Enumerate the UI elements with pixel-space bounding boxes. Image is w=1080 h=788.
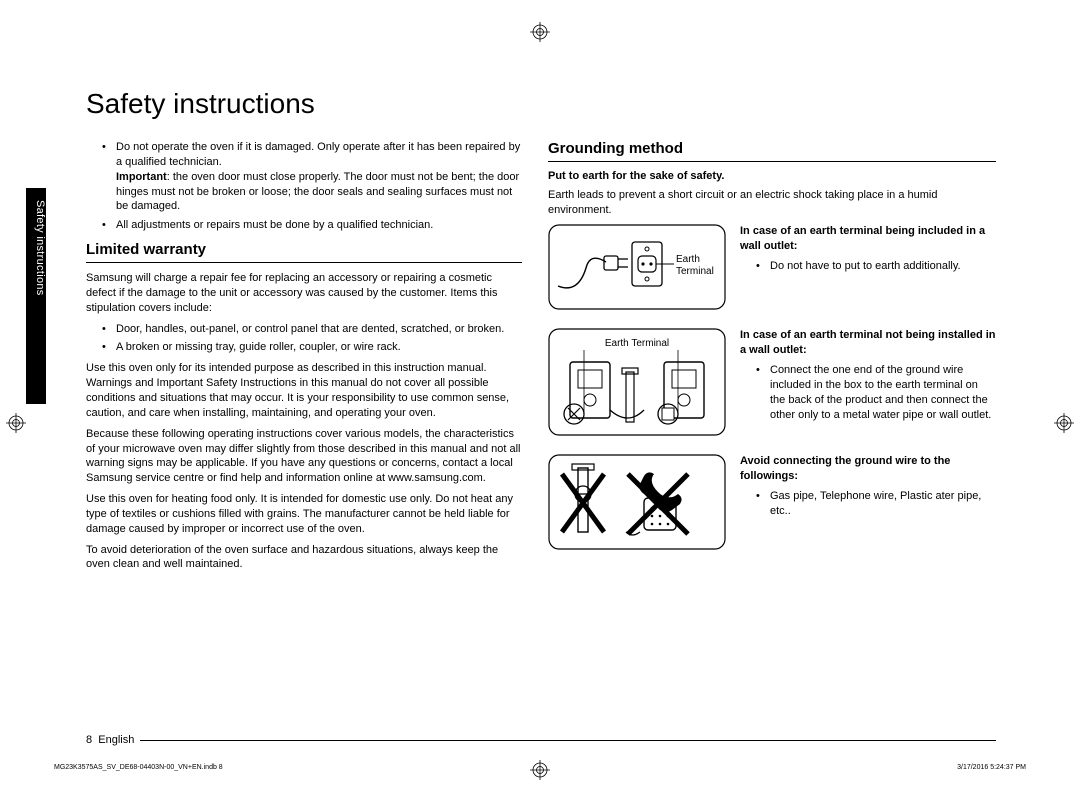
top-bullet-list: Do not operate the oven if it is damaged… — [102, 140, 522, 233]
body-paragraph: To avoid deterioration of the oven surfa… — [86, 543, 522, 573]
diagram-1-bold: In case of an earth terminal being inclu… — [740, 224, 996, 254]
diagram-1-bullets: Do not have to put to earth additionally… — [756, 259, 996, 274]
page-lang: English — [98, 734, 134, 746]
page-number: 8 — [86, 734, 92, 746]
diagram-3 — [548, 454, 726, 550]
body-paragraph: Use this oven for heating food only. It … — [86, 492, 522, 537]
registration-mark-left — [6, 413, 26, 433]
list-item: Door, handles, out-panel, or control pan… — [102, 322, 522, 337]
important-label: Important — [116, 171, 167, 183]
registration-mark-top — [530, 22, 550, 42]
footer-filename: MG23K3575AS_SV_DE68-04403N-00_VN+EN.indb… — [54, 764, 223, 771]
diagram-label: Earth Terminal — [605, 338, 669, 349]
footer-timestamp: 3/17/2016 5:24:37 PM — [957, 764, 1026, 771]
diagram-1: Earth Terminal — [548, 224, 726, 310]
important-text: : the oven door must close properly. The… — [116, 171, 519, 213]
body-paragraph: Use this oven only for its intended purp… — [86, 361, 522, 420]
page-title: Safety instructions — [86, 88, 315, 120]
warranty-heading: Limited warranty — [86, 241, 522, 258]
grounding-intro: Earth leads to prevent a short circuit o… — [548, 188, 996, 218]
warranty-intro: Samsung will charge a repair fee for rep… — [86, 271, 522, 316]
registration-mark-right — [1054, 413, 1074, 433]
section-rule — [86, 262, 522, 263]
section-rule — [548, 161, 996, 162]
list-item: Do not have to put to earth additionally… — [756, 259, 996, 274]
left-column: Do not operate the oven if it is damaged… — [86, 140, 522, 578]
bullet-text: Do not operate the oven if it is damaged… — [116, 141, 520, 168]
diagram-2-bullets: Connect the one end of the ground wire i… — [756, 363, 996, 422]
diagram-3-bullets: Gas pipe, Telephone wire, Plastic ater p… — [756, 489, 996, 519]
body-paragraph: Because these following operating instru… — [86, 427, 522, 486]
list-item: Gas pipe, Telephone wire, Plastic ater p… — [756, 489, 996, 519]
page-footer: 8 English — [86, 734, 134, 746]
grounding-sub: Put to earth for the sake of safety. — [548, 170, 996, 182]
list-item: All adjustments or repairs must be done … — [102, 218, 522, 233]
footer-rule — [140, 740, 996, 741]
diagram-row-3: Avoid connecting the ground wire to the … — [548, 454, 996, 550]
diagram-1-text: In case of an earth terminal being inclu… — [740, 224, 996, 281]
diagram-label: Earth — [676, 254, 700, 265]
list-item: Connect the one end of the ground wire i… — [756, 363, 996, 422]
side-tab-label: Safety instructions — [26, 200, 46, 400]
diagram-3-text: Avoid connecting the ground wire to the … — [740, 454, 996, 525]
list-item: Do not operate the oven if it is damaged… — [102, 140, 522, 214]
diagram-row-2: Earth Terminal — [548, 328, 996, 436]
diagram-2-bold: In case of an earth terminal not being i… — [740, 328, 996, 358]
warranty-bullet-list: Door, handles, out-panel, or control pan… — [102, 322, 522, 356]
diagram-label: Terminal — [676, 266, 714, 277]
diagram-2-text: In case of an earth terminal not being i… — [740, 328, 996, 429]
list-item: A broken or missing tray, guide roller, … — [102, 340, 522, 355]
grounding-heading: Grounding method — [548, 140, 996, 157]
diagram-2: Earth Terminal — [548, 328, 726, 436]
diagram-row-1: Earth Terminal In case of an earth termi… — [548, 224, 996, 310]
registration-mark-bottom — [530, 760, 550, 785]
right-column: Grounding method Put to earth for the sa… — [548, 140, 996, 568]
diagram-3-bold: Avoid connecting the ground wire to the … — [740, 454, 996, 484]
